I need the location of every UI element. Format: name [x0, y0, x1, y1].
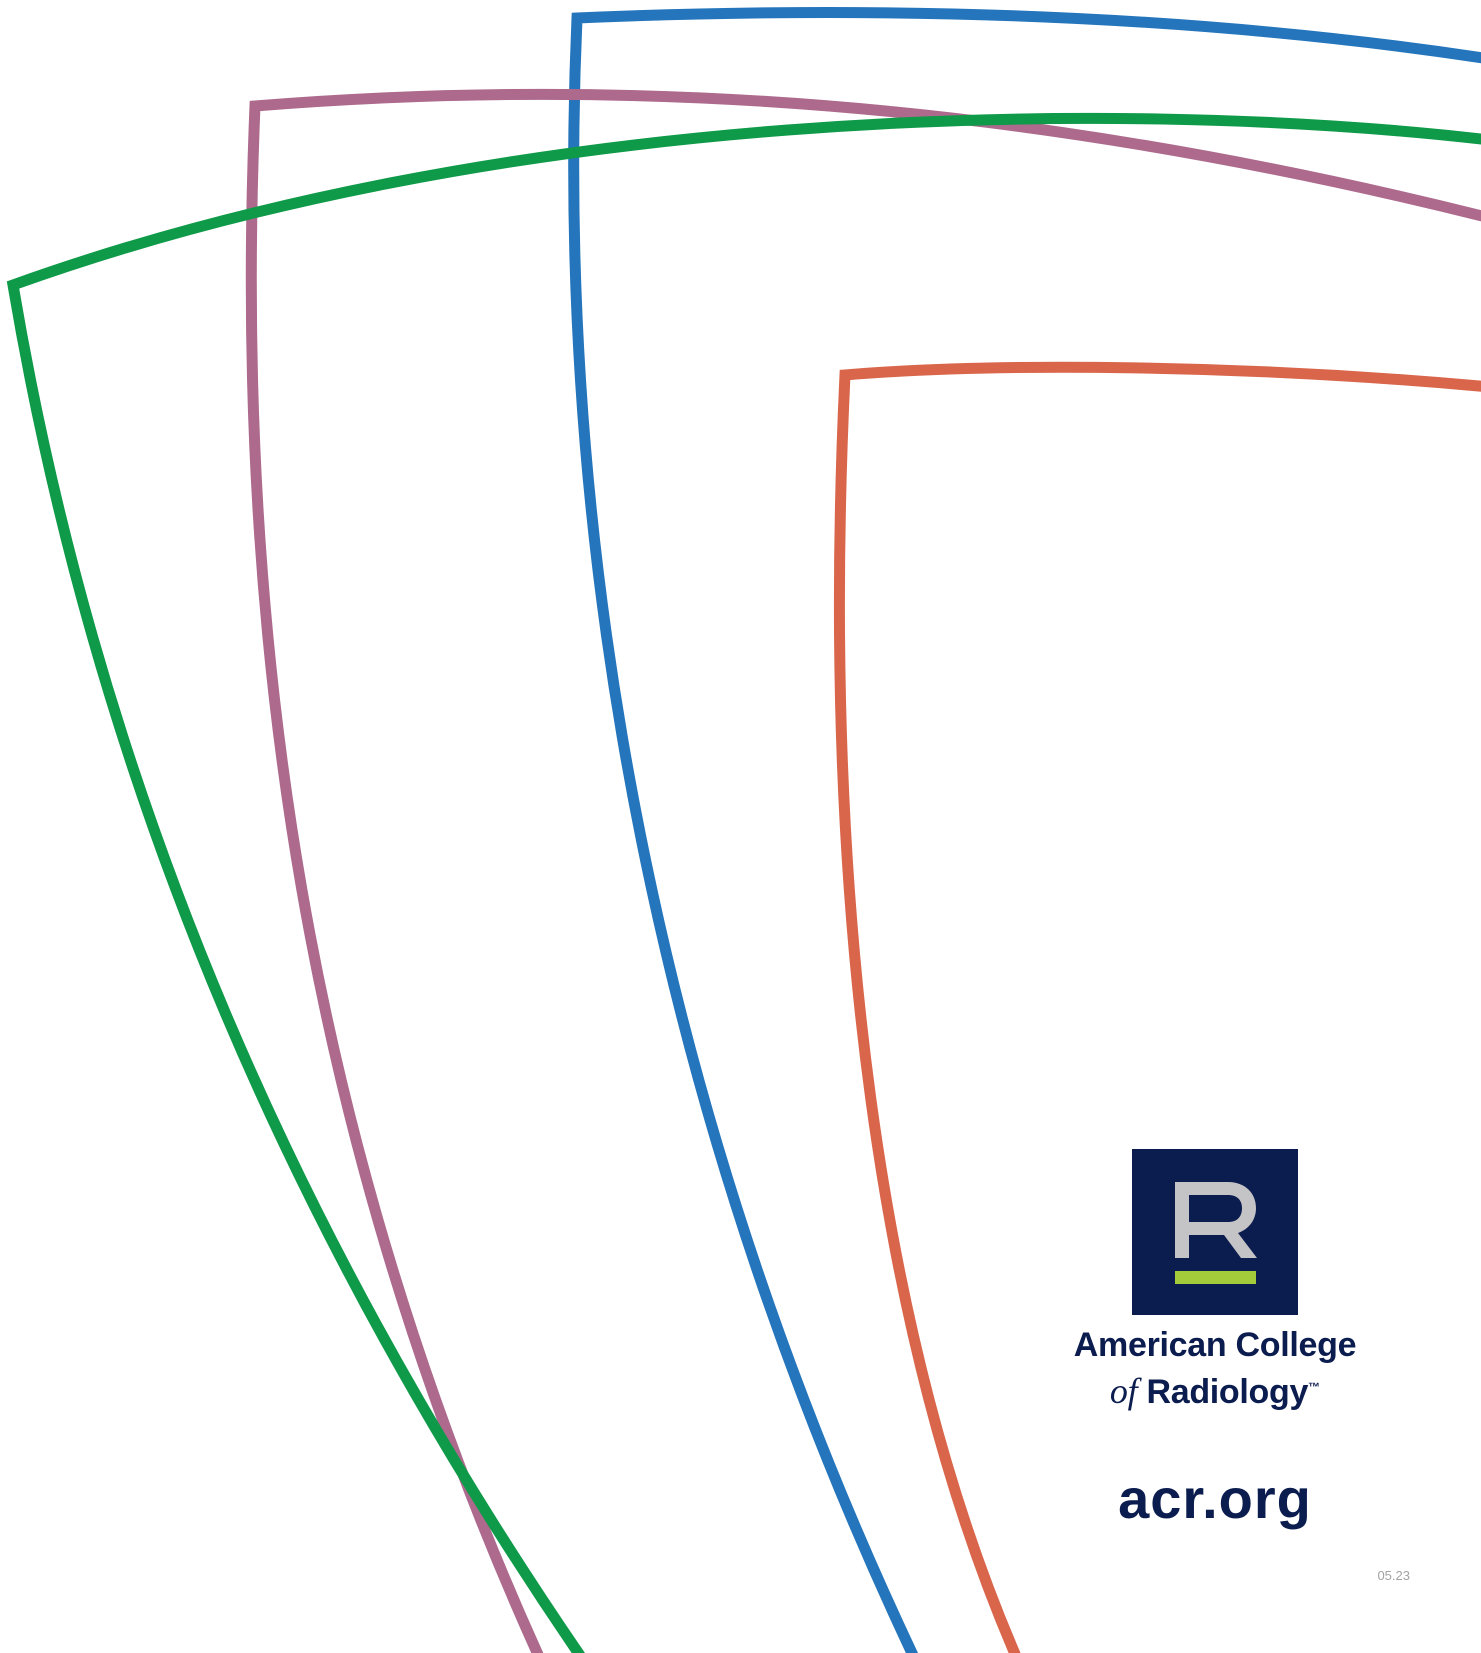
org-name-radiology: Radiology [1146, 1373, 1309, 1411]
arc-pink [245, 88, 1481, 1653]
logo-letter-r [1175, 1182, 1257, 1258]
website-url: acr.org [1118, 1467, 1312, 1530]
acr-logo-mark [1132, 1149, 1298, 1315]
date-code: 05.23 [1377, 1568, 1410, 1583]
logo-green-bar [1175, 1271, 1256, 1284]
arc-green [6, 112, 1481, 1653]
arc-orange [834, 361, 1481, 1653]
org-name-line2: of Radiology™ [1040, 1366, 1390, 1413]
org-name-of: of [1109, 1371, 1138, 1411]
trademark-symbol: ™ [1308, 1380, 1321, 1394]
organization-name: American College of Radiology™ [1040, 1324, 1390, 1413]
org-name-line1: American College [1073, 1326, 1357, 1364]
